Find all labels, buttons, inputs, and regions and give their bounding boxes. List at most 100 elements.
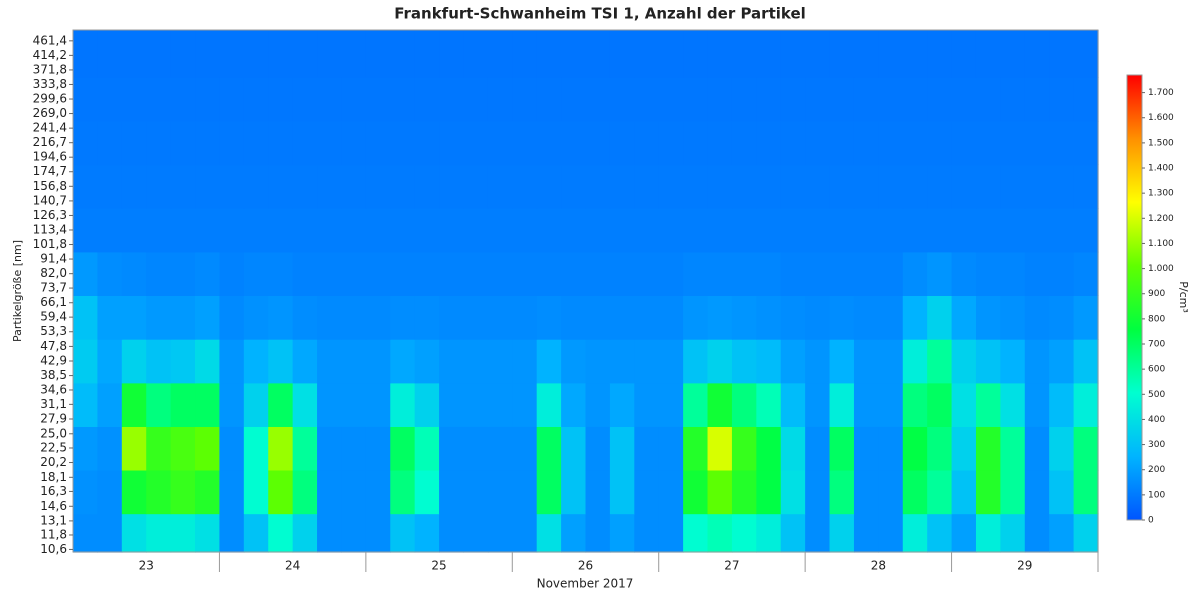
heatmap-cell <box>1024 295 1050 340</box>
heatmap-cell <box>658 120 684 166</box>
heatmap-cell <box>707 164 733 209</box>
heatmap-cell <box>951 339 977 384</box>
x-axis-label: November 2017 <box>537 577 634 591</box>
heatmap-cell <box>780 469 806 515</box>
heatmap-cell <box>414 30 440 78</box>
heatmap-cell <box>707 120 733 166</box>
heatmap-cell <box>121 295 147 340</box>
heatmap-cell <box>243 251 269 296</box>
heatmap-cell <box>853 30 879 78</box>
y-tick-label: 20,2 <box>40 455 67 469</box>
heatmap-cell <box>536 426 562 471</box>
heatmap-cell <box>317 295 343 340</box>
heatmap-cell <box>829 30 855 78</box>
heatmap-cell <box>853 77 879 122</box>
heatmap-cell <box>439 513 465 553</box>
heatmap-cell <box>536 339 562 384</box>
heatmap-cell <box>927 295 953 340</box>
heatmap-cell <box>853 339 879 384</box>
heatmap-cell <box>1073 77 1099 122</box>
heatmap-cell <box>634 208 660 253</box>
heatmap-cell <box>756 251 782 296</box>
heatmap-cell <box>829 295 855 340</box>
colorbar-tick-label: 600 <box>1148 365 1165 375</box>
heatmap-cell <box>195 513 221 553</box>
heatmap-cell <box>536 251 562 296</box>
y-tick-label: 299,6 <box>33 92 67 106</box>
heatmap-cell <box>1024 251 1050 296</box>
heatmap-cell <box>707 251 733 296</box>
heatmap-cell <box>683 469 709 515</box>
heatmap-cell <box>146 120 172 166</box>
heatmap-cell <box>487 30 513 78</box>
heatmap-cell <box>756 164 782 209</box>
heatmap-cell <box>658 339 684 384</box>
heatmap-cell <box>365 120 391 166</box>
heatmap-cell <box>268 164 294 209</box>
heatmap-cell <box>292 77 318 122</box>
heatmap-cell <box>927 30 953 78</box>
heatmap-cell <box>1024 469 1050 515</box>
heatmap-cell <box>1000 208 1026 253</box>
heatmap-cell <box>878 426 904 471</box>
heatmap-cell <box>585 339 611 384</box>
heatmap-cell <box>463 77 489 122</box>
heatmap-cell <box>634 251 660 296</box>
y-tick-label: 73,7 <box>40 281 67 295</box>
x-tick-label: 29 <box>1017 559 1032 573</box>
heatmap-cell <box>658 513 684 553</box>
heatmap-cell <box>219 426 245 471</box>
heatmap-cell <box>365 426 391 471</box>
heatmap-cell <box>1000 426 1026 471</box>
heatmap-cell <box>878 77 904 122</box>
heatmap-cell <box>1024 164 1050 209</box>
y-tick-label: 13,1 <box>40 513 67 527</box>
colorbar-tick-label: 400 <box>1148 415 1165 425</box>
heatmap-cell <box>268 120 294 166</box>
heatmap-cell <box>390 426 416 471</box>
heatmap-cell <box>609 120 635 166</box>
heatmap-cell <box>463 208 489 253</box>
heatmap-cell <box>390 469 416 515</box>
y-tick-label: 10,6 <box>40 542 67 556</box>
heatmap-cell <box>512 513 538 553</box>
heatmap-cell <box>902 208 928 253</box>
heatmap-cell <box>536 208 562 253</box>
heatmap-cell <box>536 30 562 78</box>
y-tick-label: 53,3 <box>40 324 67 338</box>
heatmap-cell <box>1073 469 1099 515</box>
heatmap-cell <box>829 208 855 253</box>
heatmap-cell <box>561 208 587 253</box>
heatmap-cell <box>561 469 587 515</box>
heatmap-cell <box>853 208 879 253</box>
heatmap-cell <box>658 208 684 253</box>
heatmap-cell <box>487 208 513 253</box>
heatmap-cell <box>317 382 343 427</box>
heatmap-cell <box>195 120 221 166</box>
heatmap-cell <box>878 382 904 427</box>
y-tick-label: 156,8 <box>33 179 67 193</box>
heatmap-cell <box>878 30 904 78</box>
heatmap-cell <box>146 77 172 122</box>
heatmap-cell <box>878 251 904 296</box>
heatmap-cell <box>853 295 879 340</box>
heatmap-cell <box>707 30 733 78</box>
heatmap-cell <box>683 120 709 166</box>
heatmap-cell <box>805 426 831 471</box>
heatmap-cell <box>97 120 123 166</box>
heatmap-cell <box>487 469 513 515</box>
chart-title: Frankfurt-Schwanheim TSI 1, Anzahl der P… <box>394 5 806 23</box>
heatmap-cell <box>609 295 635 340</box>
y-tick-label: 27,9 <box>40 411 67 425</box>
heatmap-cell <box>756 382 782 427</box>
heatmap-cell <box>951 77 977 122</box>
heatmap-cell <box>195 295 221 340</box>
heatmap-cell <box>683 30 709 78</box>
heatmap-cell <box>634 382 660 427</box>
heatmap-cell <box>414 426 440 471</box>
heatmap-cell <box>317 513 343 553</box>
heatmap-cell <box>756 208 782 253</box>
heatmap-cell <box>243 469 269 515</box>
heatmap-cell <box>414 295 440 340</box>
